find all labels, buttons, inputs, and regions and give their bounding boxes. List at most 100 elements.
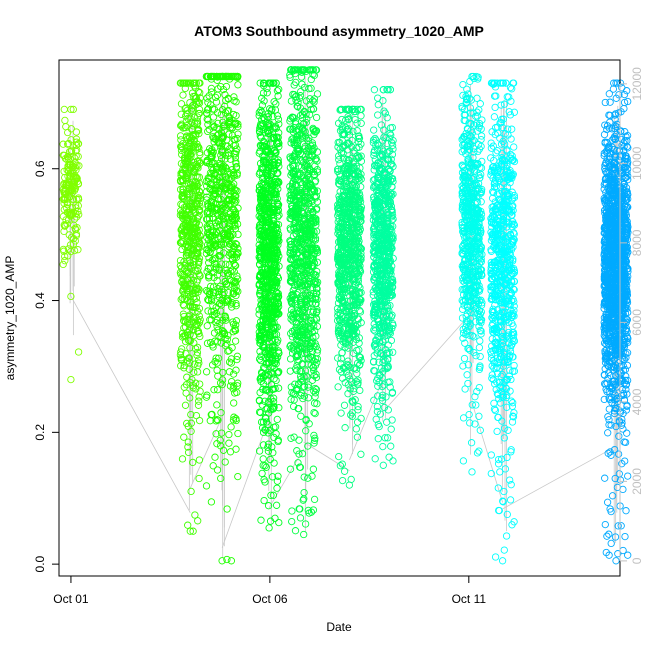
data-point (184, 247, 193, 255)
data-point (207, 153, 216, 161)
data-point (64, 252, 72, 260)
data-point (273, 415, 281, 424)
data-point (67, 147, 75, 156)
data-point (225, 430, 233, 439)
data-point (227, 355, 236, 363)
data-point (202, 482, 211, 490)
data-point (195, 329, 203, 338)
data-point (232, 250, 240, 259)
data-point (219, 172, 227, 181)
data-point (179, 210, 187, 218)
data-point (224, 120, 232, 128)
data-point (203, 115, 211, 123)
data-point (460, 354, 469, 363)
data-point (209, 113, 218, 121)
data-point (181, 401, 190, 409)
data-point (67, 233, 76, 242)
data-point (209, 72, 217, 81)
data-point (273, 484, 281, 492)
data-point (259, 418, 268, 426)
data-point (204, 116, 212, 124)
data-point (195, 456, 204, 464)
data-point (203, 193, 211, 201)
data-point (181, 105, 189, 113)
data-point (233, 352, 242, 360)
data-point (193, 351, 201, 359)
data-point (68, 146, 76, 154)
data-point (193, 316, 202, 324)
data-point (187, 487, 195, 496)
data-point (387, 425, 395, 433)
data-point (219, 221, 227, 229)
data-point (228, 303, 236, 311)
data-point (210, 123, 218, 131)
data-point (72, 232, 81, 240)
data-point (223, 297, 231, 305)
data-point (65, 231, 73, 239)
data-point (234, 81, 242, 89)
data-point (221, 155, 229, 163)
data-point (211, 134, 219, 143)
data-point (223, 107, 232, 115)
data-point (227, 377, 236, 386)
data-point (224, 94, 232, 102)
data-point (204, 127, 212, 136)
data-point (178, 455, 187, 463)
data-point (68, 162, 77, 170)
data-point (177, 264, 186, 272)
data-point (74, 246, 82, 254)
data-point (234, 472, 242, 481)
data-point (180, 383, 188, 391)
data-point (179, 91, 187, 99)
data-point (226, 448, 235, 456)
data-point (69, 169, 77, 178)
data-point (189, 223, 197, 232)
data-point (176, 79, 185, 87)
data-point (74, 207, 82, 216)
data-point (60, 189, 68, 198)
data-point (195, 474, 203, 483)
series-connector (471, 402, 504, 503)
data-point (205, 259, 213, 267)
data-point (192, 385, 200, 393)
data-point (219, 249, 228, 257)
data-point (179, 185, 187, 193)
data-point (62, 123, 70, 131)
data-point (231, 337, 240, 345)
data-point (191, 289, 199, 298)
data-point (192, 294, 201, 302)
data-point (180, 364, 188, 372)
data-point (189, 527, 197, 535)
data-point (205, 274, 213, 282)
series-connector (349, 378, 384, 461)
data-point (217, 429, 226, 437)
data-point (178, 277, 186, 285)
data-point (182, 219, 190, 227)
series-connector (189, 416, 223, 489)
data-point (207, 411, 215, 419)
data-point (191, 360, 199, 368)
data-point (206, 180, 214, 188)
data-point (230, 382, 238, 390)
data-point (230, 399, 238, 407)
data-point (186, 280, 195, 288)
data-point (220, 231, 228, 240)
data-point (177, 146, 186, 155)
data-point (275, 518, 283, 527)
data-point (374, 435, 382, 443)
data-point (230, 93, 238, 101)
data-point (379, 442, 387, 451)
data-point (383, 418, 391, 426)
data-point (176, 256, 185, 265)
series-connector (382, 311, 473, 412)
data-point (228, 195, 236, 203)
data-point (231, 389, 239, 397)
data-point (208, 297, 216, 305)
data-point (195, 109, 203, 118)
data-point (59, 245, 68, 254)
data-point (196, 387, 204, 395)
data-point (191, 178, 200, 186)
data-point (379, 86, 387, 94)
data-point (218, 148, 226, 156)
